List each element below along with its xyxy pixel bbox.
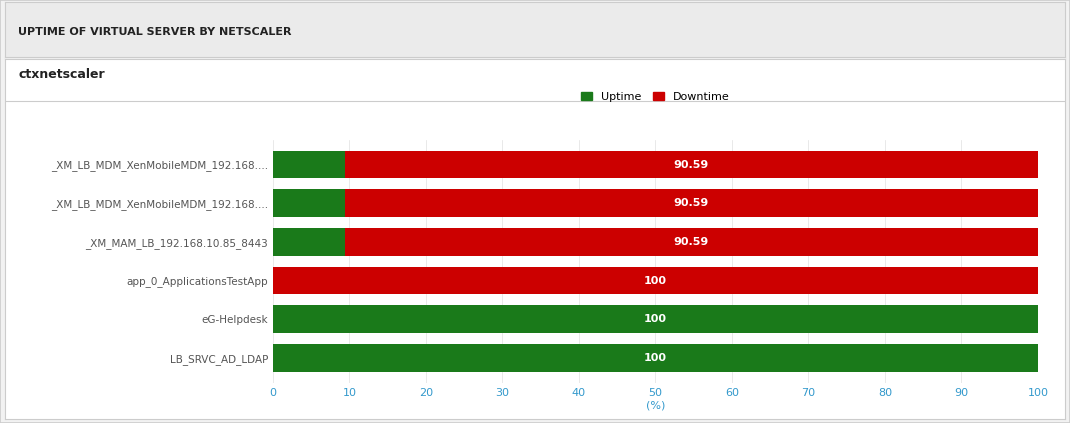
Text: 90.59: 90.59 xyxy=(674,198,709,208)
Legend: Uptime, Downtime: Uptime, Downtime xyxy=(581,92,730,102)
Text: 100: 100 xyxy=(644,353,667,363)
Bar xyxy=(345,190,1038,217)
X-axis label: (%): (%) xyxy=(645,401,666,410)
Bar xyxy=(345,151,1038,179)
Text: UPTIME OF VIRTUAL SERVER BY NETSCALER: UPTIME OF VIRTUAL SERVER BY NETSCALER xyxy=(18,27,291,37)
Bar xyxy=(345,228,1038,256)
Bar xyxy=(273,266,1038,294)
Text: 100: 100 xyxy=(644,314,667,324)
Bar xyxy=(273,151,345,179)
Bar xyxy=(273,305,1038,333)
Text: 90.59: 90.59 xyxy=(674,237,709,247)
Text: 100: 100 xyxy=(644,275,667,286)
Bar xyxy=(273,344,1038,372)
Bar xyxy=(273,228,345,256)
Text: 90.59: 90.59 xyxy=(674,159,709,170)
Text: ctxnetscaler: ctxnetscaler xyxy=(18,68,105,81)
Bar xyxy=(273,190,345,217)
